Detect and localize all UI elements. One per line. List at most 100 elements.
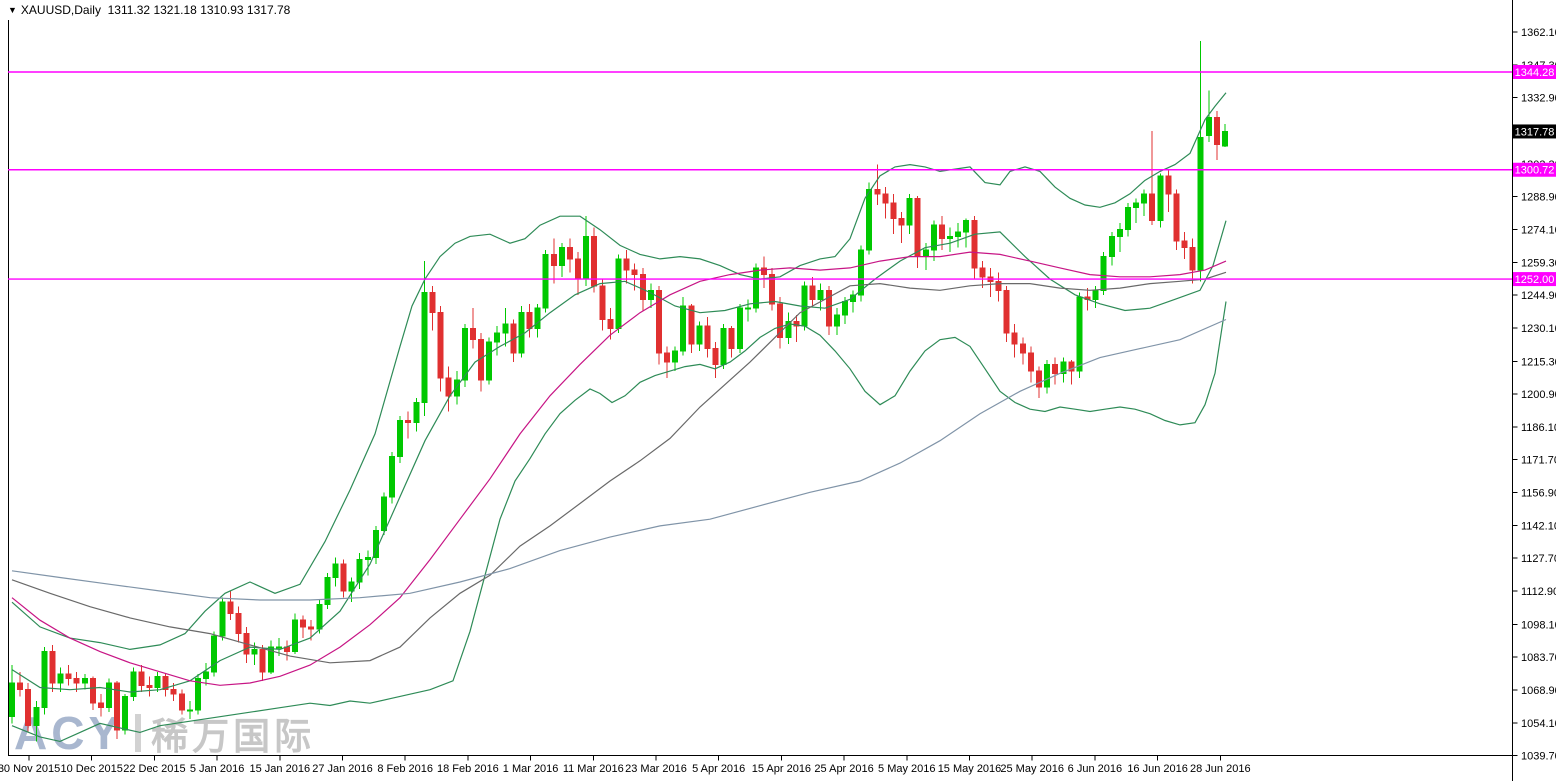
price-levels[interactable]: 1344.28 1300.72 1252.00	[8, 64, 1556, 287]
candle-up	[1205, 117, 1212, 136]
price-level-label[interactable]	[1513, 64, 1556, 79]
candle-down	[971, 220, 978, 269]
price-tick-label: 1230.10	[1521, 323, 1556, 335]
candle-up	[380, 496, 387, 531]
candle-down	[550, 253, 557, 267]
candle-up	[1060, 361, 1067, 374]
candle-up	[219, 601, 226, 637]
candle-up	[251, 648, 258, 655]
candle-up	[534, 307, 541, 329]
candle-up	[1092, 289, 1099, 300]
candle-down	[664, 352, 671, 363]
candle-up	[1141, 193, 1148, 204]
candle-up	[9, 682, 15, 718]
candle-up	[947, 235, 954, 240]
candle-down	[1213, 117, 1220, 145]
time-axis[interactable]: 30 Nov 2015 10 Dec 2015 22 Dec 2015 5 Jan 2…	[0, 755, 1251, 776]
candle-up	[372, 529, 379, 558]
candle-up	[57, 673, 64, 684]
price-tick-label: 1127.70	[1521, 553, 1556, 565]
current-price-marker: 1317.78	[1513, 124, 1556, 138]
date-tick-label: 10 Dec 2015	[61, 763, 123, 775]
candle-down	[769, 274, 776, 305]
candle-up	[81, 678, 88, 684]
candle-up	[203, 671, 210, 680]
price-tick-label: 1112.90	[1521, 586, 1556, 598]
candlesticks-layer	[9, 41, 1228, 742]
price-tick-label: 1200.90	[1521, 389, 1556, 401]
candle-down	[526, 312, 533, 329]
current-price-label	[1513, 124, 1556, 139]
candle-down	[631, 269, 638, 276]
candle-up	[356, 559, 363, 583]
candle-up	[486, 341, 493, 381]
candle-down	[1181, 240, 1188, 249]
candle-up	[696, 325, 703, 345]
price-tick-label: 1244.90	[1521, 290, 1556, 302]
candle-down	[340, 563, 347, 592]
price-axis[interactable]: 1362.101347.301332.901318.101303.301288.…	[1512, 27, 1556, 763]
price-tick-label: 1098.10	[1521, 619, 1556, 631]
candle-down	[607, 318, 614, 329]
date-tick-label: 8 Feb 2016	[377, 763, 433, 775]
candle-down	[655, 289, 662, 354]
ohlc-open: 1311.32	[107, 3, 151, 17]
date-tick-label: 28 Jun 2016	[1190, 763, 1251, 775]
ohlc-close: 1317.78	[246, 3, 291, 17]
candle-down	[979, 267, 986, 278]
symbol-dropdown-icon[interactable]: ▼	[8, 5, 17, 15]
candle-up	[348, 581, 355, 592]
candle-down	[761, 267, 768, 276]
candle-down	[437, 312, 444, 379]
candle-up	[316, 603, 323, 630]
candle-up	[494, 332, 501, 343]
candle-up	[332, 563, 339, 579]
date-tick-label: 5 May 2016	[878, 763, 935, 775]
candle-up	[1222, 130, 1228, 147]
price-tick-label: 1171.70	[1521, 454, 1556, 466]
candle-up	[542, 253, 549, 309]
date-tick-label: 23 Mar 2016	[625, 763, 687, 775]
candle-down	[300, 619, 307, 628]
candle-down	[1149, 193, 1156, 222]
price-tick-label: 1288.90	[1521, 191, 1556, 203]
candle-up	[615, 258, 622, 329]
date-tick-label: 16 Jun 2016	[1127, 763, 1188, 775]
candle-down	[809, 285, 816, 300]
candle-down	[1019, 343, 1026, 354]
candle-down	[995, 280, 1002, 291]
candle-up	[1157, 175, 1164, 222]
candle-down	[429, 292, 436, 314]
candle-up	[955, 231, 962, 237]
candle-up	[583, 235, 590, 280]
candle-up	[672, 350, 679, 363]
price-level-label[interactable]	[1513, 272, 1556, 287]
candle-down	[73, 678, 80, 684]
candle-up	[866, 188, 873, 251]
price-level-label[interactable]	[1513, 162, 1556, 177]
price-level-label-text: 1252.00	[1515, 274, 1555, 286]
symbol-timeframe-label: XAUUSD,Daily	[20, 3, 101, 17]
candle-down	[898, 217, 905, 226]
candle-down	[777, 303, 784, 338]
candle-down	[704, 325, 711, 350]
candle-up	[922, 249, 929, 258]
candle-down	[469, 327, 476, 341]
candle-up	[963, 220, 970, 233]
date-tick-label: 11 Mar 2016	[563, 763, 624, 775]
candle-down	[1052, 363, 1059, 374]
candle-down	[1068, 361, 1075, 372]
candle-down	[89, 678, 96, 704]
price-tick-label: 1142.10	[1521, 521, 1556, 533]
price-level-label-text: 1344.28	[1515, 67, 1555, 79]
candle-up	[194, 678, 201, 711]
candle-down	[882, 193, 889, 204]
price-tick-label: 1054.10	[1521, 718, 1556, 730]
candle-down	[938, 224, 945, 240]
price-tick-label: 1068.90	[1521, 685, 1556, 697]
candle-down	[623, 258, 630, 271]
date-tick-label: 6 Jun 2016	[1068, 763, 1122, 775]
date-tick-label: 15 Jan 2016	[250, 763, 311, 775]
